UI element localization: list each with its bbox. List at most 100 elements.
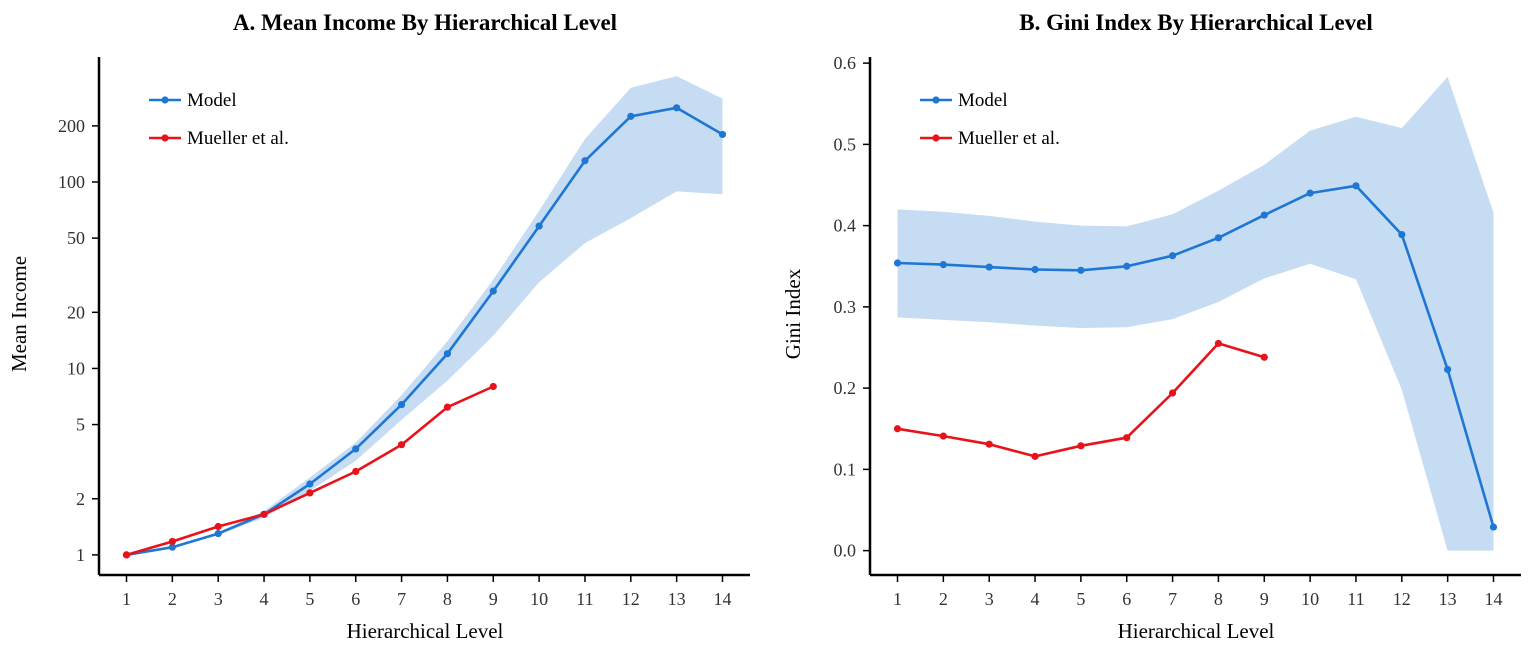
panel-a-model-point xyxy=(581,157,589,165)
panel-a-x-axis-label: Hierarchical Level xyxy=(347,619,504,642)
panel-b-mueller-point xyxy=(1260,353,1268,361)
panel-a-x-tick-label: 7 xyxy=(397,589,406,609)
panel-b-mueller-point xyxy=(1031,452,1039,460)
panel-a-x-tick-label: 2 xyxy=(168,589,177,609)
panel-a-y-tick-label: 5 xyxy=(76,415,85,435)
panel-a-y-tick-label: 2 xyxy=(76,489,85,509)
panel-a-x-tick-label: 9 xyxy=(489,589,498,609)
panel-b-x-tick-label: 4 xyxy=(1031,589,1040,609)
panel-b-mueller-point xyxy=(893,425,902,433)
panel-b-mueller-point xyxy=(1168,389,1177,397)
panel-b-y-tick-label: 0.0 xyxy=(834,541,857,561)
panel-b-model-point xyxy=(1031,265,1039,274)
panel-a-mueller-point xyxy=(443,403,452,411)
panel-b-model-point xyxy=(1444,365,1452,374)
panel-b-model-confidence-band xyxy=(897,76,1494,551)
panel-a-y-tick-label: 50 xyxy=(67,228,85,248)
panel-a-model-point xyxy=(306,480,314,488)
panel-a-model-confidence-band xyxy=(126,76,723,555)
panel-a-x-tick-label: 10 xyxy=(530,589,548,609)
panel-a-model-point xyxy=(443,350,452,358)
panel-a-y-tick-label: 10 xyxy=(67,358,85,378)
panel-a-model-point xyxy=(489,287,497,295)
panel-b-y-axis-label: Gini Index xyxy=(781,268,805,359)
panel-a-legend-mueller-swatch-marker xyxy=(161,134,169,142)
panel-a-plot-area: 1 2 3 4 5 6 7 8 9 10 11 12 13 14125102050100200ModelM… xyxy=(58,57,750,609)
panel-b-title: B. Gini Index By Hierarchical Level xyxy=(1019,10,1373,35)
panel-b-y-tick-label: 0.4 xyxy=(834,216,857,236)
panel-b-mueller-point xyxy=(985,440,993,448)
panel-a-x-tick-label: 3 xyxy=(214,589,223,609)
panel-a-x-tick-label: 13 xyxy=(668,589,686,609)
panel-b-x-tick-label: 9 xyxy=(1260,589,1269,609)
panel-b-mueller-line xyxy=(897,342,1265,458)
panel-b-y-tick-label: 0.5 xyxy=(834,134,857,154)
panel-a-legend-model-swatch-marker xyxy=(161,96,169,104)
panel-a-x-tick-label: 14 xyxy=(713,589,731,609)
panel-b-gini-index: B. Gini Index By Hierarchical Level Hier… xyxy=(781,10,1521,643)
panel-b-mueller-point xyxy=(1077,442,1085,450)
panel-a-mueller-point xyxy=(352,467,360,476)
panel-b-model-point xyxy=(1214,234,1223,242)
panel-b-x-tick-label: 10 xyxy=(1301,589,1319,609)
panel-b-x-tick-label: 1 xyxy=(893,589,902,609)
panel-b-mueller-point xyxy=(1214,339,1223,348)
panel-a-x-tick-label: 12 xyxy=(622,589,640,609)
panel-a-model-point xyxy=(535,222,543,230)
panel-b-model-point xyxy=(939,261,947,269)
panel-b-model-point xyxy=(893,259,902,267)
panel-a-x-tick-label: 5 xyxy=(305,589,314,609)
panel-b-x-tick-label: 14 xyxy=(1484,589,1502,609)
panel-b-y-tick-label: 0.3 xyxy=(834,297,857,317)
panel-a-model-point xyxy=(673,104,681,112)
panel-a-mueller-point xyxy=(214,522,222,531)
panel-a-mueller-point xyxy=(122,551,131,559)
panel-b-legend-mueller-label: Mueller et al. xyxy=(958,128,1060,149)
panel-b-x-tick-label: 13 xyxy=(1439,589,1457,609)
panel-b-mueller-point xyxy=(939,432,947,440)
panel-a-mueller-point xyxy=(168,537,176,546)
panel-b-x-tick-label: 6 xyxy=(1122,589,1131,609)
panel-b-model-point xyxy=(1352,182,1360,190)
panel-a-legend-mueller-label: Mueller et al. xyxy=(187,128,289,149)
panel-b-legend-model-label: Model xyxy=(958,90,1008,111)
panel-a-y-tick-label: 1 xyxy=(76,545,85,565)
panel-a-x-tick-label: 8 xyxy=(443,589,452,609)
panel-b-x-tick-label: 11 xyxy=(1347,589,1364,609)
panel-b-x-tick-label: 3 xyxy=(985,589,994,609)
panel-b-x-axis-label: Hierarchical Level xyxy=(1118,619,1275,642)
panel-b-x-tick-label: 5 xyxy=(1076,589,1085,609)
panel-a-mueller-point xyxy=(260,510,268,518)
panel-b-y-tick-label: 0.6 xyxy=(834,53,857,73)
panel-a-model-point xyxy=(352,445,360,453)
panel-b-x-tick-label: 7 xyxy=(1168,589,1177,609)
panel-a-title: A. Mean Income By Hierarchical Level xyxy=(233,10,617,35)
panel-b-legend-model-swatch-marker xyxy=(932,96,940,104)
panel-b-x-tick-label: 8 xyxy=(1214,589,1223,609)
panel-b-model-point xyxy=(1123,262,1131,270)
panel-a-model-point xyxy=(214,530,222,538)
panel-a-x-tick-label: 11 xyxy=(576,589,593,609)
panel-a-mueller-point xyxy=(397,441,406,449)
panel-b-model-point xyxy=(1077,266,1085,274)
panel-a-mueller-line xyxy=(126,385,494,557)
panel-b-model-point xyxy=(1489,523,1498,531)
panel-a-mueller-point xyxy=(489,382,497,391)
panel-b-model-point xyxy=(1398,230,1406,239)
panel-a-legend-model-label: Model xyxy=(187,90,237,111)
panel-a-model-line xyxy=(126,106,724,557)
panel-b-y-tick-label: 0.1 xyxy=(834,459,857,479)
panel-a-model-point xyxy=(718,130,727,139)
panel-b-mueller-point xyxy=(1123,434,1131,442)
panel-b-x-tick-label: 12 xyxy=(1393,589,1411,609)
panel-a-x-tick-label: 4 xyxy=(260,589,269,609)
panel-a-y-tick-label: 100 xyxy=(58,172,85,192)
panel-b-model-point xyxy=(1306,189,1314,197)
panel-b-y-tick-label: 0.2 xyxy=(834,378,857,398)
panel-a-model-point xyxy=(168,543,176,551)
panel-a-mean-income: A. Mean Income By Hierarchical Level Hie… xyxy=(7,10,750,643)
panel-b-model-point xyxy=(985,263,993,271)
panel-a-x-tick-label: 1 xyxy=(122,589,131,609)
